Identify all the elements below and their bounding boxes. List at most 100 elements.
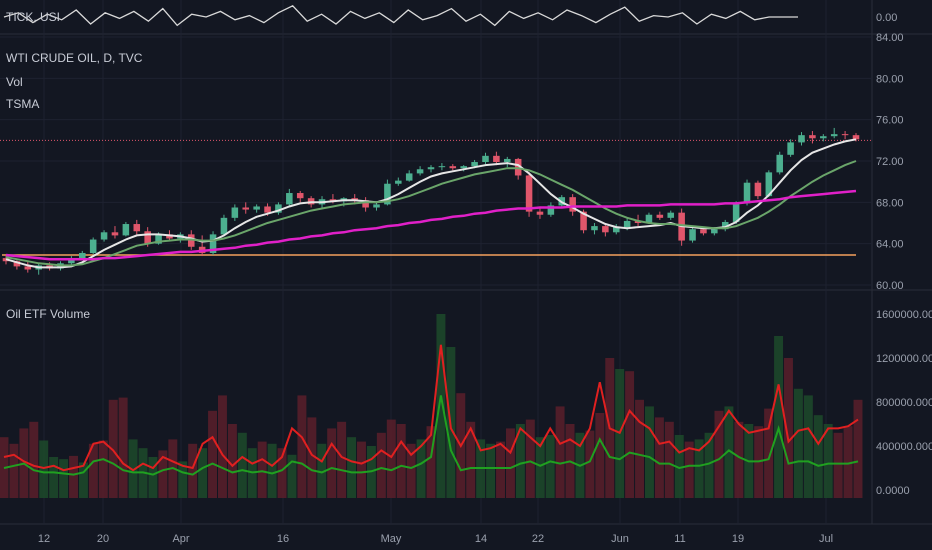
- candle-body: [656, 214, 664, 218]
- x-axis-tick-label: May: [381, 533, 402, 545]
- candle-body: [307, 198, 315, 205]
- volume-bar: [198, 448, 208, 498]
- volume-bar: [128, 439, 138, 498]
- volume-bar: [486, 443, 496, 498]
- volume-bar: [317, 443, 327, 498]
- candle-body: [111, 232, 119, 236]
- indicator-label-vol: Vol: [6, 75, 23, 89]
- candle-body: [602, 226, 609, 233]
- volume-bar: [704, 432, 714, 498]
- candle-body: [384, 183, 391, 205]
- candle-body: [253, 206, 260, 210]
- axes: 12 20 Apr 16 May 14 22 Jun 11 19 Jul 0.00 84.00 80.00…: [38, 12, 932, 545]
- candle-body: [122, 224, 130, 236]
- volume-bar: [674, 435, 684, 498]
- volume-bar: [59, 459, 69, 498]
- candle-body: [362, 200, 369, 208]
- candle-body: [809, 135, 816, 139]
- candle-body: [667, 212, 675, 218]
- volume-bar: [505, 428, 515, 498]
- volume-bar: [148, 457, 158, 498]
- volume-bar: [555, 406, 565, 498]
- volume-bar: [545, 435, 555, 498]
- tick-pane-title: TICK, USI: [6, 10, 60, 24]
- candle-body: [275, 204, 282, 213]
- volume-bar: [49, 457, 59, 498]
- x-axis-tick-label: 19: [732, 533, 744, 545]
- volume-bar: [39, 440, 49, 498]
- candle-body: [100, 232, 108, 240]
- tick-axis-label: 0.00: [876, 12, 897, 24]
- candle-body: [13, 261, 21, 267]
- candle-body: [79, 252, 86, 259]
- volume-axis-tick-label: 0.0000: [876, 485, 910, 497]
- x-axis-tick-label: Jun: [611, 533, 629, 545]
- volume-bar: [307, 417, 317, 498]
- candle-body: [852, 135, 860, 140]
- volume-bar: [764, 408, 774, 498]
- candle-body: [166, 234, 173, 239]
- candle-body: [732, 203, 740, 222]
- candle-body: [504, 158, 511, 163]
- candle-body: [493, 155, 500, 163]
- volume-bar: [406, 443, 416, 498]
- volume-bar: [287, 454, 297, 498]
- volume-bar: [257, 441, 267, 498]
- candle-body: [743, 182, 751, 204]
- candle-body: [711, 229, 718, 234]
- volume-bar: [525, 419, 535, 498]
- volume-bar: [376, 432, 386, 498]
- candle-body: [296, 193, 304, 199]
- candle-body: [689, 229, 696, 241]
- candle-body: [24, 266, 32, 270]
- candle-body: [471, 162, 478, 167]
- volume-bar: [654, 417, 664, 498]
- volume-bar: [714, 410, 724, 498]
- price-axis-tick-label: 60.00: [876, 280, 904, 292]
- volume-bar: [585, 430, 595, 498]
- volume-bar: [347, 437, 357, 498]
- x-axis-tick-label: 12: [38, 533, 50, 545]
- volume-bar: [9, 443, 19, 498]
- x-axis-tick-label: 20: [97, 533, 109, 545]
- tick-line: [3, 5, 798, 27]
- volume-bar: [793, 388, 803, 498]
- volume-bar: [69, 455, 78, 498]
- candle-body: [841, 134, 849, 136]
- volume-bar: [833, 432, 843, 498]
- volume-axis-tick-label: 1600000.0000: [876, 309, 932, 321]
- volume-bar: [178, 461, 188, 498]
- candle-body: [155, 234, 162, 244]
- candle-body: [68, 258, 75, 264]
- candle-body: [754, 182, 762, 197]
- volume-bar: [158, 450, 168, 498]
- candle-body: [242, 207, 250, 210]
- volume-axis-tick-label: 1200000.0000: [876, 353, 932, 365]
- price-axis-tick-label: 68.00: [876, 197, 904, 209]
- x-axis-tick-label: 16: [277, 533, 289, 545]
- candle-body: [351, 198, 358, 201]
- volume-bar: [227, 424, 237, 498]
- volume-bar: [78, 462, 88, 498]
- candle-body: [591, 226, 598, 231]
- candle-body: [623, 220, 631, 228]
- volume-bar: [734, 421, 744, 498]
- volume-axis-tick-label: 400000.0000: [876, 441, 932, 453]
- candle-body: [482, 155, 489, 163]
- volume-bar: [426, 426, 436, 498]
- volume-line-green: [3, 395, 859, 476]
- candle-body: [220, 217, 228, 235]
- candle-body: [427, 167, 435, 170]
- tick-pane: [3, 5, 798, 27]
- volume-bar: [297, 395, 307, 498]
- price-axis-tick-label: 64.00: [876, 239, 904, 251]
- moving-average-mid: [5, 160, 857, 267]
- candle-body: [580, 211, 587, 231]
- price-pane: [0, 127, 872, 275]
- candle-body: [536, 211, 544, 215]
- candle-body: [460, 166, 467, 169]
- candle-body: [89, 239, 97, 253]
- volume-bar: [635, 399, 645, 498]
- candle-body: [144, 231, 151, 244]
